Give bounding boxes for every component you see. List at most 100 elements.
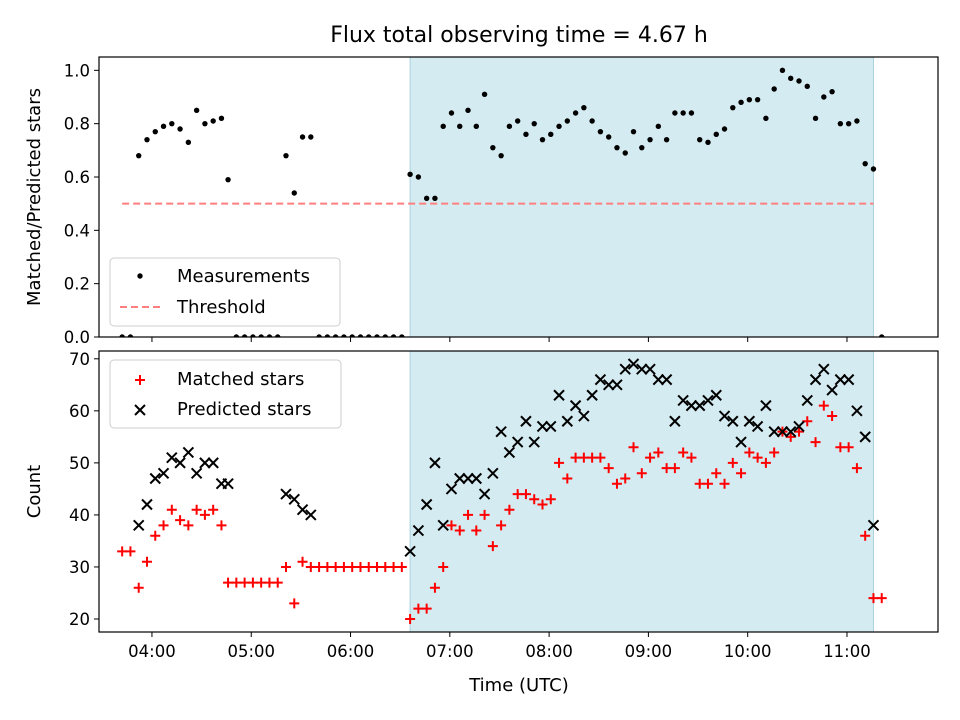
matched-star-point — [851, 463, 862, 474]
matched-star-point — [860, 530, 871, 541]
legend-matched-marker — [135, 375, 145, 385]
measurement-point — [779, 67, 786, 74]
matched-star-point — [702, 478, 713, 489]
measurement-point — [556, 123, 562, 130]
measurement-point — [713, 131, 719, 138]
measurement-point — [366, 334, 372, 337]
predicted-star-point — [182, 446, 195, 459]
predicted-star-point — [511, 436, 524, 448]
predicted-star-point — [793, 420, 805, 433]
matched-star-point — [827, 411, 838, 422]
matched-star-point — [504, 504, 515, 515]
matched-star-point — [669, 463, 680, 474]
predicted-star-point — [478, 488, 491, 500]
predicted-star-point — [487, 467, 499, 479]
predicted-star-point — [834, 373, 847, 386]
matched-star-point — [736, 468, 747, 479]
predicted-star-point — [735, 436, 747, 448]
measurement-point — [399, 334, 405, 337]
predicted-star-point — [685, 399, 698, 412]
measurement-point — [539, 136, 546, 143]
measurement-point — [498, 152, 504, 159]
matched-star-point — [141, 556, 152, 567]
measurement-point — [275, 334, 281, 337]
measurement-point — [357, 334, 364, 337]
matched-star-point — [810, 437, 821, 448]
y-tick-label: 60 — [69, 402, 90, 421]
plot-area — [117, 358, 887, 624]
measurement-point — [291, 190, 297, 196]
measurement-point — [862, 160, 868, 167]
measurement-point — [564, 118, 571, 124]
measurement-point — [746, 96, 753, 103]
x-tick-label: 11:00 — [823, 642, 871, 661]
measurement-point — [879, 334, 885, 337]
measurement-point — [152, 128, 158, 135]
matched-star-point — [628, 442, 639, 453]
measurement-point — [804, 83, 810, 90]
measurement-point — [630, 128, 637, 135]
predicted-star-point — [166, 451, 178, 464]
legend-predicted-label: Predicted stars — [177, 399, 311, 420]
measurement-point — [332, 334, 339, 337]
matched-star-point — [545, 494, 556, 505]
matched-star-point — [686, 452, 697, 463]
predicted-star-point — [619, 363, 631, 375]
predicted-star-point — [404, 545, 416, 558]
predicted-star-point — [594, 373, 607, 386]
matched-star-point — [158, 520, 169, 531]
matched-star-point — [297, 556, 308, 567]
predicted-star-point — [785, 425, 797, 438]
chart-title: Flux total observing time = 4.67 h — [330, 23, 708, 48]
predicted-star-point — [611, 379, 623, 391]
predicted-star-point — [569, 399, 582, 412]
matched-star-point — [421, 603, 432, 614]
measurement-point — [440, 123, 446, 130]
y-tick-label: 40 — [69, 506, 90, 525]
x-tick-label: 08:00 — [525, 642, 573, 661]
observing-span — [410, 57, 874, 337]
measurement-point — [821, 94, 827, 100]
x-tick-label: 07:00 — [426, 642, 474, 661]
matched-star-point — [280, 561, 291, 572]
predicted-star-point — [157, 467, 170, 479]
measurement-point — [548, 131, 554, 138]
predicted-star-point — [412, 524, 425, 537]
y-tick-label: 30 — [69, 558, 90, 577]
measurement-point — [432, 195, 438, 202]
y-tick-label: 0.6 — [64, 168, 90, 187]
matched-star-point — [562, 473, 573, 484]
measurement-point — [144, 136, 150, 143]
axes-frame — [98, 350, 939, 633]
top-panel-ratio: 0.0 0.2 0.4 0.6 0.8 1.0 Matched/Predicted star… — [24, 56, 939, 347]
measurement-point — [523, 131, 529, 138]
measurement-point — [324, 334, 331, 337]
predicted-star-point — [826, 384, 838, 396]
measurement-point — [266, 334, 273, 337]
matched-star-point — [479, 509, 490, 520]
matched-star-point — [744, 447, 755, 458]
matched-star-point — [216, 520, 227, 531]
measurement-point — [177, 126, 183, 132]
predicted-star-point — [636, 363, 648, 375]
predicted-star-point — [174, 457, 186, 469]
predicted-star-point — [751, 420, 764, 433]
predicted-star-point — [710, 389, 722, 401]
predicted-star-point — [851, 405, 863, 417]
predicted-star-point — [727, 415, 739, 427]
predicted-star-point — [660, 373, 673, 386]
measurement-point — [193, 107, 200, 114]
predicted-star-point — [288, 493, 300, 506]
matched-star-point — [752, 452, 763, 463]
matched-star-point — [191, 504, 202, 515]
matched-star-point — [446, 520, 457, 531]
predicted-star-point — [536, 420, 549, 433]
x-tick-label: 05:00 — [227, 642, 275, 661]
measurement-point — [812, 115, 819, 122]
plot-area — [119, 67, 885, 337]
predicted-star-point — [801, 394, 813, 407]
matched-star-point — [802, 416, 813, 427]
legend-box — [109, 257, 341, 327]
predicted-star-point — [495, 425, 507, 438]
